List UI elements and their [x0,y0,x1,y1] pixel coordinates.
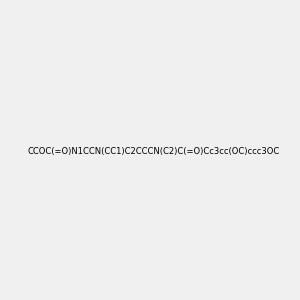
Text: CCOC(=O)N1CCN(CC1)C2CCCN(C2)C(=O)Cc3cc(OC)ccc3OC: CCOC(=O)N1CCN(CC1)C2CCCN(C2)C(=O)Cc3cc(O… [28,147,280,156]
